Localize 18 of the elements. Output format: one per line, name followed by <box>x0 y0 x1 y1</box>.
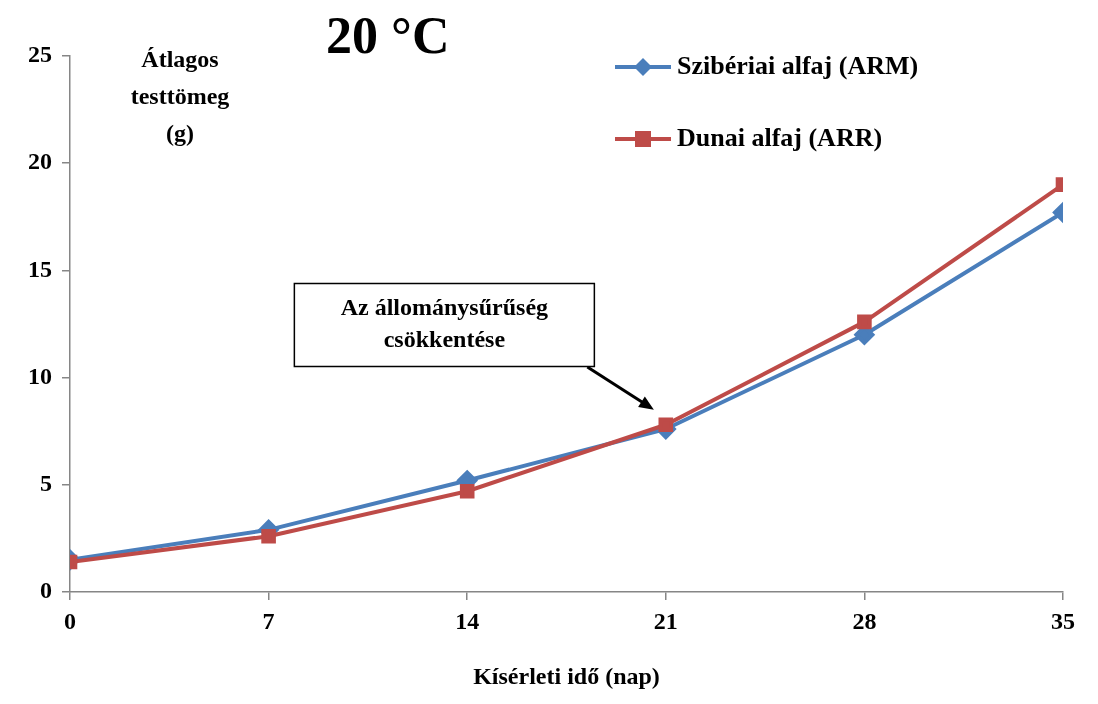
legend-label: Szibériai alfaj (ARM) <box>677 50 919 80</box>
y-tick-label: 20 <box>28 148 52 175</box>
x-tick-label: 28 <box>852 607 877 634</box>
y-tick-label: 0 <box>40 577 52 604</box>
x-tick-label: 7 <box>262 607 275 634</box>
legend-label: Dunai alfaj (ARR) <box>677 122 883 152</box>
x-tick-label: 14 <box>455 607 480 634</box>
annotation: Az állománysűrűség csökkentése <box>340 294 549 353</box>
y-tick-label: 15 <box>28 255 52 282</box>
y-tick-label: 5 <box>40 470 52 496</box>
y-axis-title: Átlagos testtömeg (g) <box>130 46 230 147</box>
x-tick-label: 35 <box>1051 607 1075 634</box>
x-tick-label: 21 <box>653 607 678 634</box>
x-tick-label: 0 <box>64 607 76 634</box>
y-tick-label: 25 <box>28 41 52 68</box>
x-axis-title: Kísérleti idő (nap) <box>473 662 660 689</box>
chart-title: 20 °C <box>326 7 450 65</box>
y-tick-label: 10 <box>28 362 52 389</box>
